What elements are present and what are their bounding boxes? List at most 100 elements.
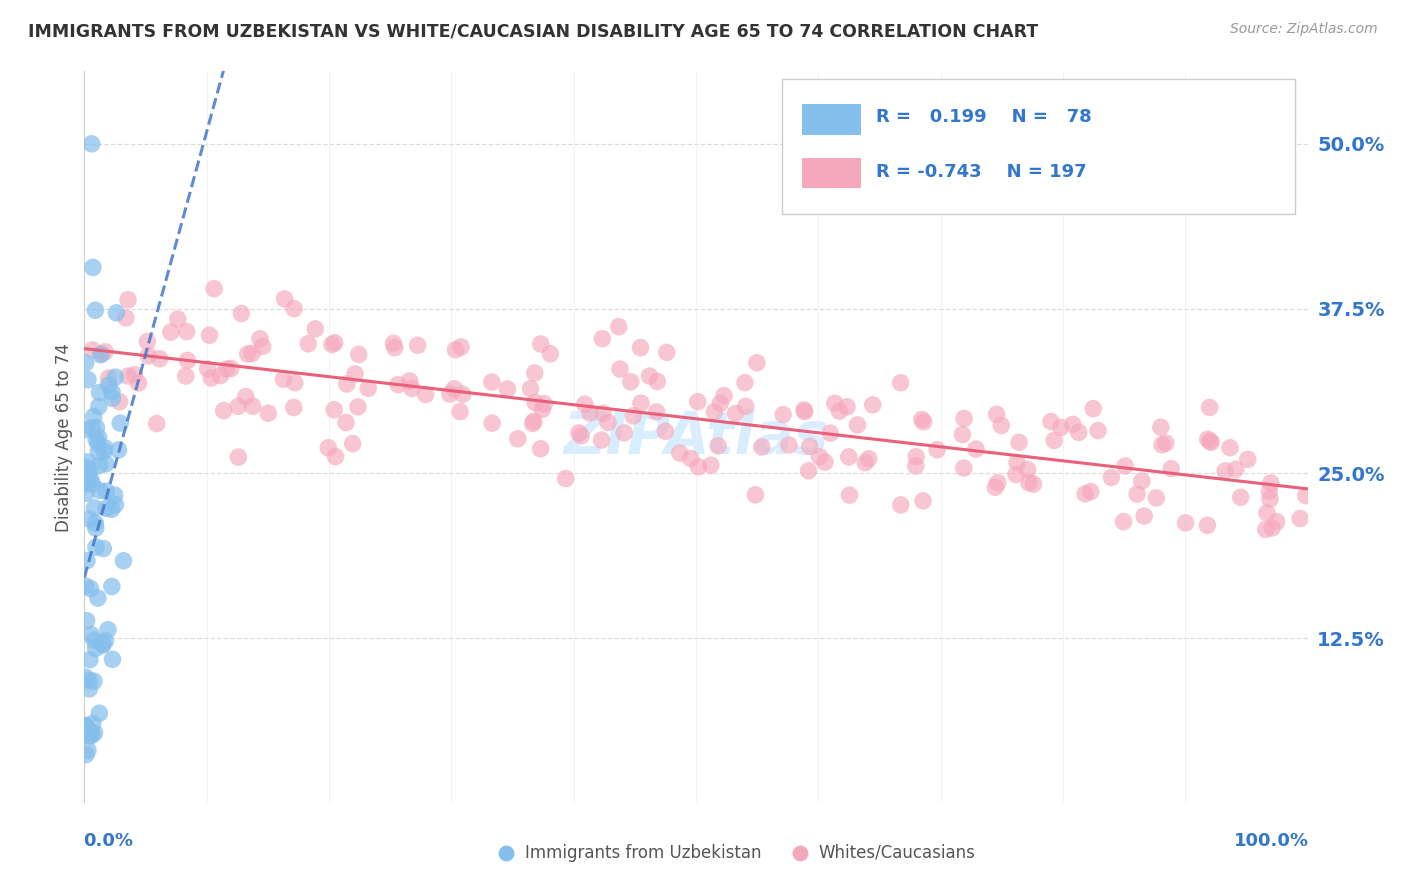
- Point: [117, 369, 139, 384]
- Point: [94, 634, 117, 648]
- Point: [382, 336, 405, 351]
- Point: [451, 387, 474, 401]
- Point: [797, 464, 820, 478]
- Point: [647, 375, 669, 389]
- Point: [86, 420, 108, 434]
- Point: [91, 637, 114, 651]
- Point: [347, 400, 370, 414]
- Point: [415, 387, 437, 401]
- Point: [799, 439, 821, 453]
- Point: [1067, 425, 1090, 440]
- Text: ZIPAtlas: ZIPAtlas: [564, 409, 828, 466]
- Point: [297, 336, 319, 351]
- Point: [82, 343, 104, 357]
- Point: [1236, 452, 1258, 467]
- Point: [80, 136, 103, 151]
- Point: [149, 351, 172, 366]
- Point: [384, 341, 406, 355]
- Point: [76, 455, 98, 469]
- Point: [533, 397, 555, 411]
- Point: [808, 450, 831, 464]
- Point: [318, 441, 340, 455]
- Point: [101, 384, 124, 399]
- Point: [82, 476, 104, 491]
- Point: [890, 376, 912, 390]
- Point: [76, 553, 98, 567]
- Point: [198, 328, 221, 343]
- Point: [793, 405, 815, 419]
- Point: [506, 432, 529, 446]
- Point: [530, 442, 553, 456]
- Point: [283, 401, 305, 415]
- Point: [793, 403, 815, 417]
- Point: [1043, 434, 1066, 448]
- Point: [93, 444, 115, 458]
- Point: [592, 406, 614, 420]
- Point: [84, 540, 107, 554]
- Point: [598, 416, 620, 430]
- Point: [84, 303, 107, 318]
- Point: [1213, 464, 1236, 478]
- Point: [273, 292, 295, 306]
- Point: [97, 378, 120, 392]
- Point: [347, 347, 370, 361]
- Point: [83, 726, 105, 740]
- Point: [1040, 415, 1063, 429]
- Point: [107, 442, 129, 457]
- Point: [523, 414, 546, 428]
- Point: [82, 716, 104, 731]
- Point: [197, 362, 219, 376]
- Point: [89, 706, 111, 721]
- Point: [1256, 506, 1278, 520]
- Point: [97, 623, 120, 637]
- Point: [1261, 521, 1284, 535]
- Point: [679, 451, 702, 466]
- Point: [1008, 435, 1031, 450]
- Point: [1254, 523, 1277, 537]
- Point: [579, 406, 602, 420]
- Point: [1144, 491, 1167, 505]
- Point: [530, 337, 553, 351]
- Point: [79, 652, 101, 666]
- Point: [136, 334, 159, 349]
- Point: [84, 521, 107, 535]
- Point: [904, 458, 927, 473]
- Point: [745, 356, 768, 370]
- Point: [519, 382, 541, 396]
- Point: [94, 344, 117, 359]
- Point: [1114, 458, 1136, 473]
- Point: [226, 400, 249, 414]
- Point: [321, 337, 343, 351]
- Point: [1083, 401, 1105, 416]
- Point: [90, 348, 112, 362]
- Point: [638, 369, 661, 384]
- Point: [406, 338, 429, 352]
- Point: [79, 582, 101, 596]
- Point: [242, 399, 264, 413]
- Point: [522, 417, 544, 431]
- Point: [838, 488, 860, 502]
- Point: [235, 390, 257, 404]
- Point: [75, 718, 97, 732]
- Point: [450, 340, 472, 354]
- Point: [911, 412, 934, 426]
- Point: [654, 424, 676, 438]
- Point: [93, 441, 115, 455]
- Point: [1150, 438, 1173, 452]
- Point: [449, 405, 471, 419]
- Point: [1150, 420, 1173, 434]
- Point: [209, 368, 232, 383]
- Point: [83, 500, 105, 515]
- Point: [1112, 515, 1135, 529]
- Point: [700, 458, 723, 472]
- Point: [1219, 441, 1241, 455]
- Point: [613, 425, 636, 440]
- Point: [890, 498, 912, 512]
- Point: [953, 411, 976, 425]
- Point: [554, 471, 576, 485]
- Point: [77, 512, 100, 526]
- Point: [1005, 467, 1028, 482]
- Point: [630, 396, 652, 410]
- Point: [965, 442, 987, 456]
- Point: [283, 301, 305, 316]
